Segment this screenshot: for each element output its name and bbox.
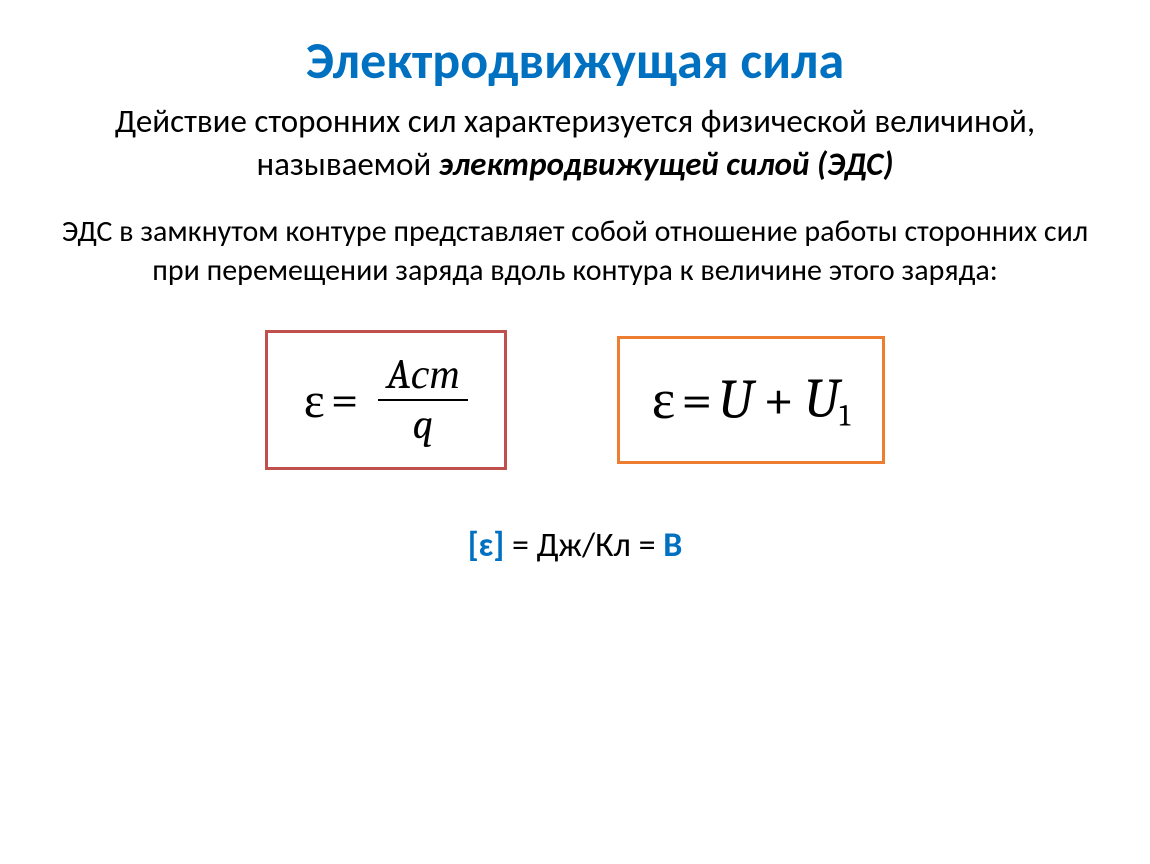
equals-sign: = [331, 371, 359, 429]
fraction-denominator: q [404, 401, 442, 449]
term-u1-base: U [804, 367, 839, 431]
unit-equals-1: = [504, 525, 536, 566]
epsilon-symbol: ε [304, 371, 325, 430]
definition-text: ЭДС в замкнутом контуре представляет соб… [50, 212, 1100, 290]
slide: Электродвижущая сила Действие сторонних … [0, 0, 1150, 864]
fraction-numerator: Aст [378, 351, 467, 401]
fraction: Aст q [378, 351, 467, 450]
units-line: [ɛ] = Дж/Кл = В [50, 525, 1100, 566]
term-u: U [718, 368, 753, 432]
epsilon-symbol: ε [652, 368, 676, 432]
term-u1: U1 [804, 367, 850, 434]
unit-epsilon: ɛ [479, 525, 494, 566]
formula-row: ε = Aст q ε = U + U1 [50, 330, 1100, 471]
unit-equals-2: = [631, 525, 663, 566]
formula-emf-voltage: ε = U + U1 [617, 336, 886, 465]
unit-bracket-open: [ [468, 525, 479, 566]
subtitle-emphasis: электродвижущей силой (ЭДС) [439, 144, 894, 184]
page-title: Электродвижущая сила [50, 28, 1100, 92]
unit-value: Дж/Кл [537, 525, 631, 566]
equals-sign: = [681, 368, 712, 432]
unit-bracket-close: ] [493, 525, 504, 566]
formula-emf-work: ε = Aст q [265, 330, 507, 471]
plus-sign: + [763, 368, 794, 432]
term-u1-subscript: 1 [839, 397, 850, 433]
unit-volt: В [663, 525, 682, 566]
subtitle: Действие сторонних сил характеризуется ф… [50, 100, 1100, 186]
